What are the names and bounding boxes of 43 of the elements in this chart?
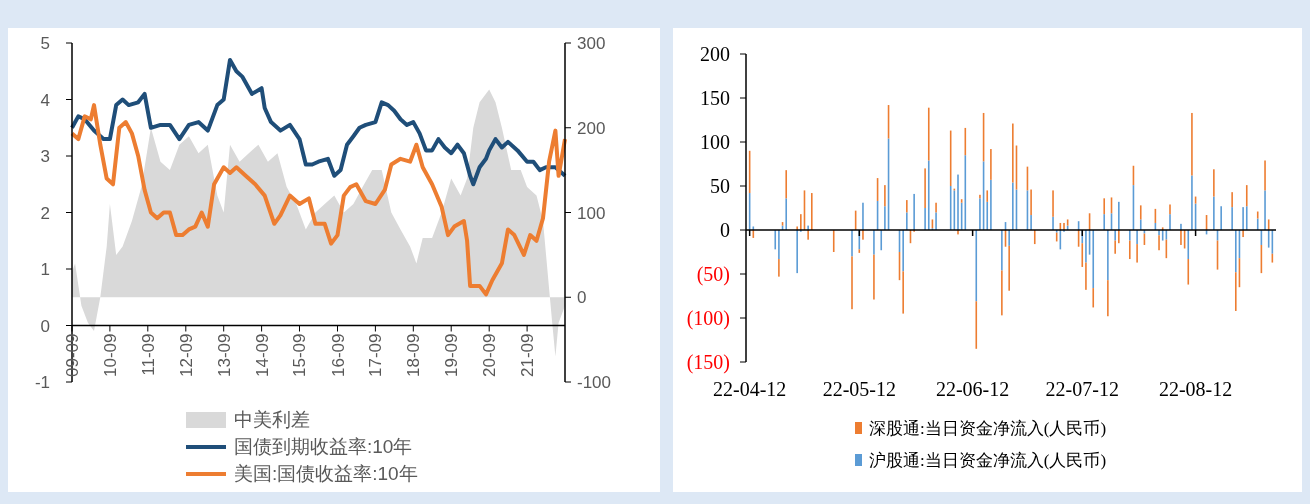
- x-tick-label: 13-09: [214, 333, 234, 377]
- legend-label: 中美利差: [234, 409, 310, 430]
- x-tick-label: 12-09: [176, 333, 196, 377]
- x-tick-label: 22-04-12: [712, 378, 787, 400]
- x-tick-label: 22-05-12: [822, 378, 896, 400]
- y-tick-label: 3: [40, 147, 50, 166]
- x-tick-label: 18-09: [404, 333, 424, 377]
- y-tick-label: 0: [720, 219, 730, 241]
- y-tick-label: 200: [700, 43, 730, 65]
- y-tick-label: 0: [40, 316, 50, 336]
- y-tick-label: -1: [34, 373, 50, 392]
- x-tick-label: 11-09: [138, 333, 158, 376]
- y-tick-label: (50): [696, 263, 730, 286]
- x-tick-label: 21-09: [518, 333, 538, 377]
- y-tick-label: 100: [700, 131, 730, 153]
- legend-label: 深股通:当日资金净流入(人民币): [869, 419, 1107, 438]
- y2-tick-label: 100: [577, 203, 606, 223]
- y-tick-label: (150): [686, 351, 730, 374]
- y-tick-label: 2: [40, 203, 50, 223]
- x-tick-label: 22-07-12: [1045, 378, 1119, 400]
- x-tick-label: 20-09: [480, 333, 500, 377]
- y-tick-label: 4: [40, 90, 50, 110]
- y-tick-label: (100): [686, 307, 730, 330]
- x-tick-label: 15-09: [290, 333, 310, 377]
- x-tick-label: 22-08-12: [1158, 378, 1233, 400]
- x-tick-label: 14-09: [252, 333, 272, 377]
- legend-label: 美国:国债收益率:10年: [234, 463, 418, 484]
- y2-tick-label: 200: [577, 118, 606, 138]
- y-tick-label: 50: [710, 175, 730, 197]
- y2-tick-label: -100: [577, 373, 612, 392]
- x-tick-label: 16-09: [328, 333, 348, 377]
- y-tick-label: 5: [40, 34, 50, 53]
- legend-label: 沪股通:当日资金净流入(人民币): [869, 451, 1107, 470]
- y-tick-label: 1: [40, 260, 50, 279]
- x-tick-label: 17-09: [366, 333, 386, 377]
- x-tick-label: 19-09: [442, 333, 462, 377]
- x-tick-label: 09-09: [63, 333, 82, 377]
- y2-tick-label: 0: [577, 288, 587, 308]
- y2-tick-label: 300: [577, 34, 606, 53]
- y-tick-label: 150: [700, 87, 730, 109]
- x-tick-label: 10-09: [100, 333, 120, 377]
- legend-label: 国债到期收益率:10年: [234, 436, 413, 457]
- x-tick-label: 22-06-12: [935, 378, 1010, 400]
